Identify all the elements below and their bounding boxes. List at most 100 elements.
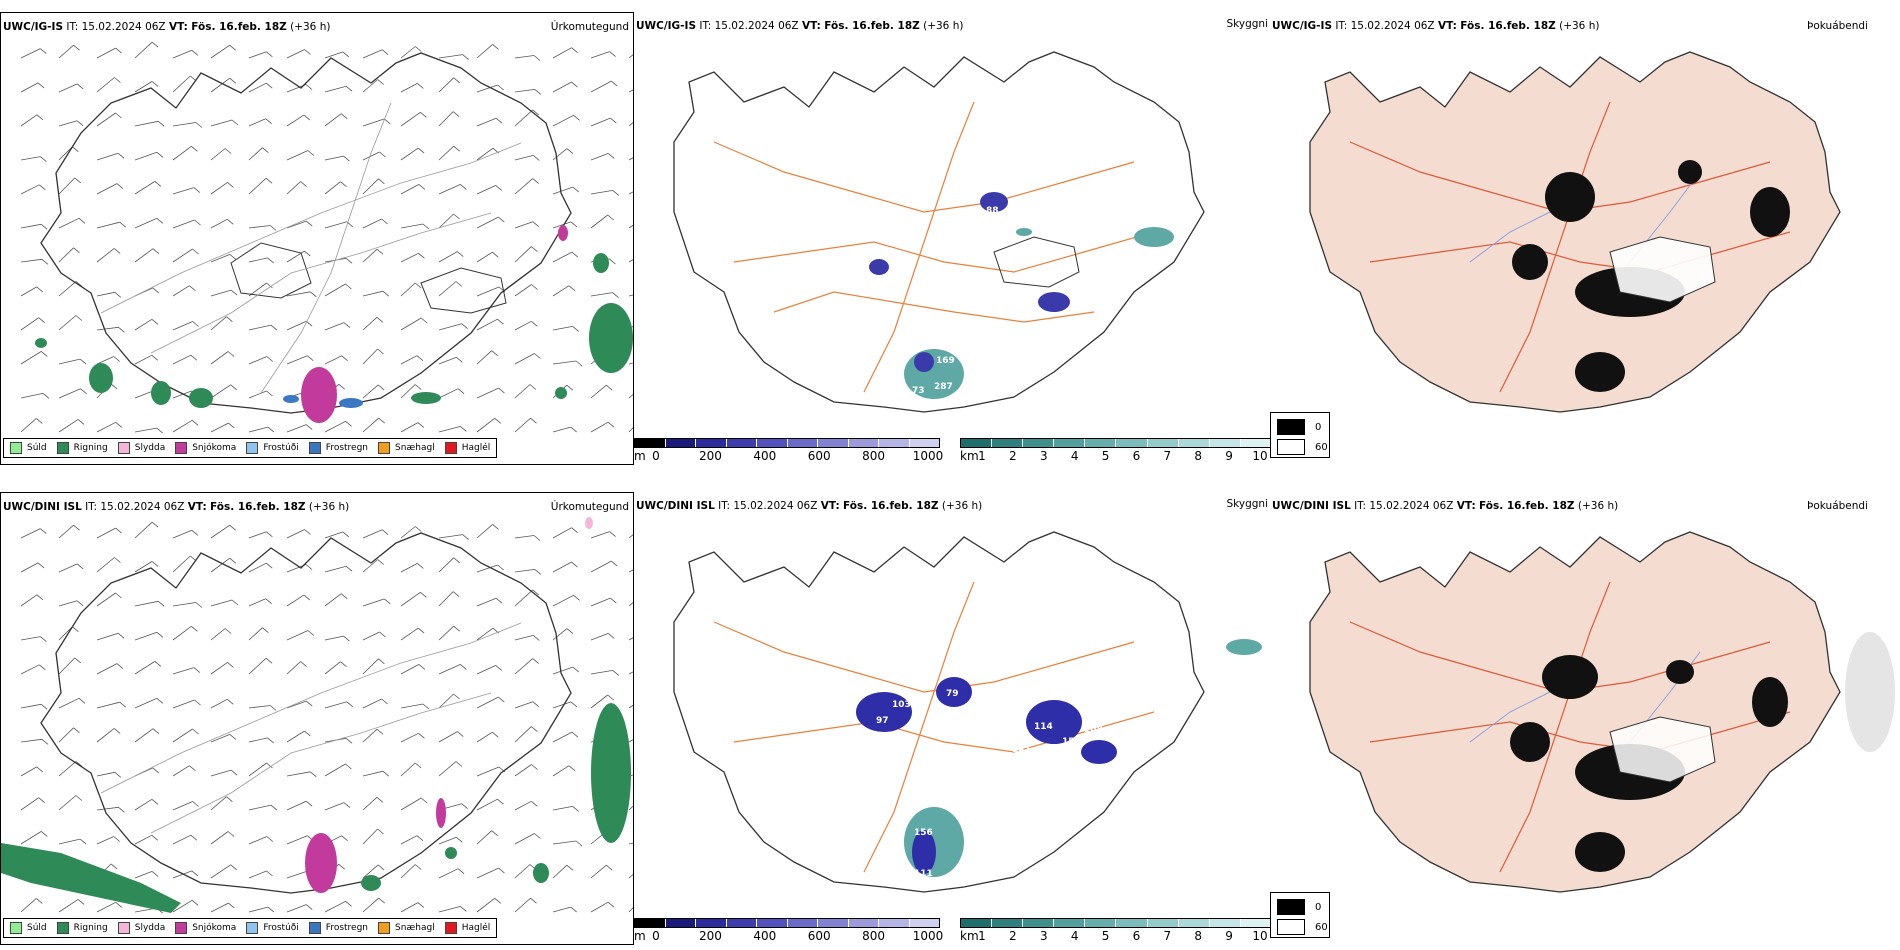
wind-barb-flag — [113, 248, 121, 254]
wind-barb — [20, 156, 41, 161]
wind-barb — [324, 900, 346, 913]
precip-swatch — [444, 922, 457, 934]
wind-barb-flag — [453, 213, 460, 220]
wind-barb — [96, 728, 115, 743]
wind-barb-flag — [305, 904, 313, 910]
wind-barb — [400, 563, 418, 573]
wind-barbs — [20, 41, 633, 434]
panel-header: UWC/IG-IS IT: 15.02.2024 06Z VT: Fös. 16… — [636, 20, 964, 32]
wind-barb-flag — [456, 836, 463, 843]
wind-barb — [324, 661, 341, 675]
wind-barb-flag — [231, 119, 239, 126]
wind-barb — [362, 797, 378, 811]
wind-barb-flag — [191, 625, 198, 632]
wind-barb — [210, 599, 233, 607]
wind-barb-flag — [226, 796, 233, 803]
wind-barb — [362, 698, 382, 709]
colorbar-tick: 10 — [1252, 449, 1268, 463]
wind-barb — [628, 224, 633, 229]
wind-barb-flag — [36, 898, 43, 904]
wind-barb-flag — [532, 589, 539, 596]
wind-barb — [58, 563, 78, 573]
precip-type-map — [20, 41, 633, 434]
wind-barb-flag — [75, 795, 83, 801]
wind-barb-flag — [305, 700, 313, 707]
wind-barb — [514, 384, 531, 399]
wind-barb — [400, 902, 419, 913]
wind-barb-flag — [229, 524, 236, 531]
wind-barb — [172, 728, 193, 743]
colorbar-tick: 9 — [1225, 449, 1233, 463]
wind-barb-flag — [224, 148, 232, 154]
wind-barb-flag — [461, 803, 468, 810]
iceland-outline — [40, 532, 572, 894]
visibility-low-km — [904, 639, 1262, 877]
wind-barb — [476, 798, 498, 811]
colorbar-tick: 200 — [698, 449, 722, 463]
precip-legend-item: Snjókoma — [175, 442, 236, 454]
wind-barb — [286, 250, 305, 263]
wind-barb — [362, 317, 378, 331]
wind-barb-flag — [37, 82, 45, 89]
wind-barb — [438, 356, 457, 365]
wind-barb — [514, 833, 535, 845]
glacier-outline — [230, 242, 312, 299]
wind-barb-flag — [230, 864, 237, 871]
wind-barb-flag — [156, 631, 164, 638]
wind-barb — [324, 283, 346, 297]
wind-barb — [362, 151, 380, 161]
precip-legend-label: Súld — [27, 923, 47, 933]
precip-legend-label: Snjókoma — [192, 443, 237, 453]
wind-barb — [590, 560, 612, 573]
wind-barb-flag — [224, 628, 232, 634]
wind-barb-flag — [417, 83, 424, 89]
colorbar-segment — [1240, 439, 1270, 447]
precip-legend-label: Slydda — [134, 923, 166, 933]
wind-barb-flag — [40, 703, 48, 710]
wind-barb-flag — [115, 112, 122, 119]
wind-barb — [400, 384, 416, 399]
wind-barb — [286, 594, 305, 607]
wind-barb — [400, 864, 416, 879]
wind-barb-flag — [115, 47, 122, 54]
wind-barb — [58, 281, 77, 297]
colorbar-segment — [757, 919, 788, 927]
wind-barb-flag — [189, 765, 196, 772]
precip-legend-item: Rigning — [56, 442, 108, 454]
colorbar-tick: 8 — [1194, 929, 1203, 943]
panel-title: Skyggni — [1226, 498, 1269, 510]
precip-legend-item: Frostregn — [308, 442, 368, 454]
colorbar-segment — [726, 439, 757, 447]
wind-barb-flag — [376, 728, 384, 735]
wind-barb-flag — [305, 564, 313, 570]
wind-barb-flag — [118, 326, 125, 333]
colorbar-segment — [1240, 919, 1270, 927]
wind-barb-flag — [455, 761, 463, 767]
wind-barb-flag — [566, 384, 574, 391]
panel-header: UWC/DINI ISL IT: 15.02.2024 06Z VT: Fös.… — [3, 501, 350, 513]
wind-barb — [628, 569, 633, 573]
wind-barb — [248, 118, 266, 127]
wind-barb — [210, 316, 227, 331]
wind-barb — [514, 155, 534, 161]
visibility-label: 79 — [946, 689, 959, 699]
wind-barb — [134, 181, 156, 195]
wind-barb-flag — [532, 658, 539, 664]
wind-barb-flag — [494, 897, 501, 904]
wind-barb-flag — [376, 796, 384, 803]
wind-barb-flag — [305, 800, 313, 807]
iceland-outline — [673, 51, 1205, 413]
wind-barb-flag — [304, 49, 311, 55]
wind-barb — [476, 251, 493, 263]
wind-barb-flag — [229, 557, 237, 564]
wind-barb — [20, 82, 39, 93]
wind-barb — [400, 835, 418, 845]
colorbar-tick: 5 — [1101, 449, 1110, 463]
wind-barb-flag — [231, 599, 239, 606]
wind-barb — [476, 350, 492, 365]
precip-type-panel-bottom: UWC/DINI ISL IT: 15.02.2024 06Z VT: Fös.… — [0, 492, 634, 945]
wind-barb — [514, 178, 533, 195]
wind-barb — [248, 705, 271, 709]
wind-barb — [514, 701, 533, 709]
wind-barb — [96, 221, 120, 229]
